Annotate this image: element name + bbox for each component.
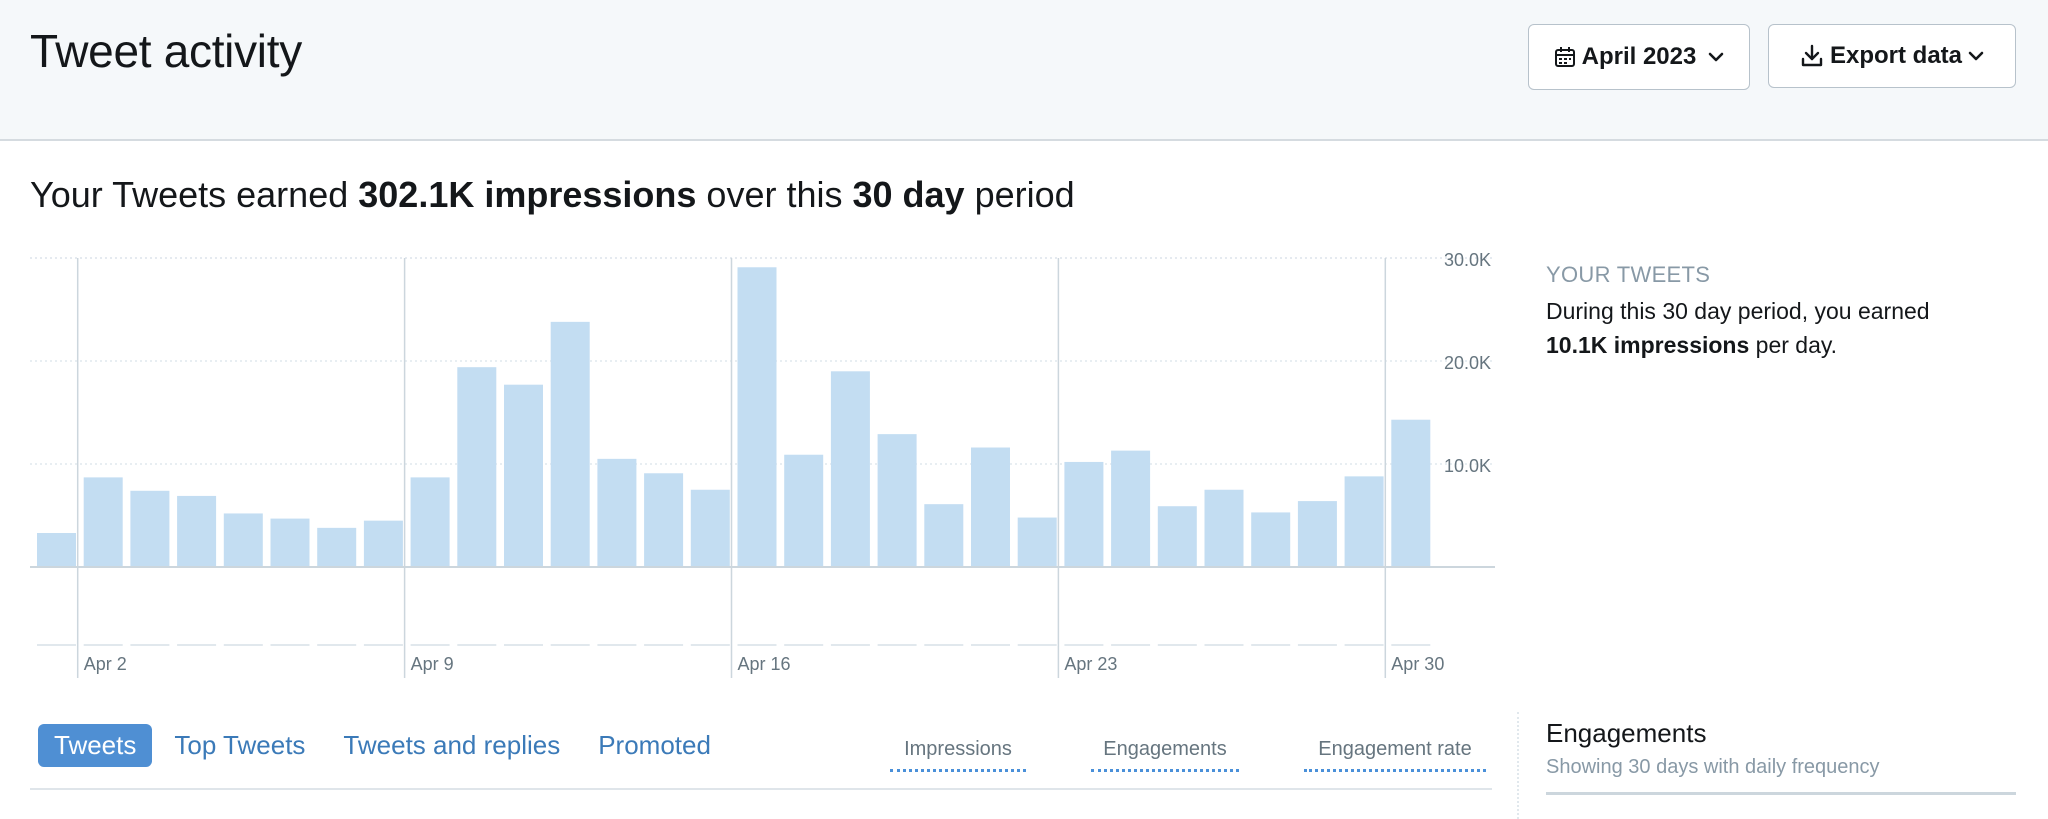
impressions-bar [784,454,824,567]
chevron-down-icon [1968,50,1984,62]
y-tick-label: 20.0K [1444,353,1491,373]
impressions-bar [457,367,497,567]
tweet-tabs: Tweets Top Tweets Tweets and replies Pro… [38,722,749,768]
impressions-bar [830,371,870,567]
metric-engagement-rate[interactable]: Engagement rate [1304,738,1486,772]
impressions-bar [1111,450,1151,567]
impressions-bar [924,504,964,567]
tab-top-tweets[interactable]: Top Tweets [174,729,306,760]
impressions-bar [1204,489,1244,567]
impressions-bar [83,477,123,567]
impressions-bar [37,533,76,567]
impressions-bar [1344,476,1384,567]
metric-engagements[interactable]: Engagements [1091,738,1239,772]
daily-impressions-value: 10.1K impressions [1546,332,1750,358]
export-data-label: Export data [1829,42,1963,69]
impressions-bar [363,520,403,567]
summary-middle: over this [696,174,853,215]
impressions-bar [1297,501,1337,567]
tabs-divider [30,788,1492,790]
tab-promoted[interactable]: Promoted [598,729,711,760]
download-icon [1800,44,1824,68]
daily-impressions-intro: During this 30 day period, you earned [1546,298,1930,324]
impressions-bar [1251,512,1291,567]
impressions-bar [690,489,730,567]
calendar-icon [1554,46,1576,68]
engagements-subtitle: Showing 30 days with daily frequency [1546,756,1880,778]
date-range-button[interactable]: April 2023 [1528,24,1750,90]
your-tweets-label: YOUR TWEETS [1546,262,1711,287]
daily-impressions-suffix: per day. [1749,332,1838,358]
export-data-button[interactable]: Export data [1768,24,2016,88]
impressions-bar [270,518,310,567]
daily-impressions-text: During this 30 day period, you earned 10.… [1546,294,1986,362]
impressions-bar [317,527,357,567]
impressions-bar [971,447,1010,567]
impressions-bar [1017,517,1057,567]
impressions-bar [644,473,684,567]
summary-period: 30 day [852,174,965,215]
tab-tweets-and-replies[interactable]: Tweets and replies [343,729,561,760]
summary-prefix: Your Tweets earned [30,174,359,215]
date-range-label: April 2023 [1581,43,1697,70]
page-header: Tweet activity April 2023 [0,0,2048,141]
summary-impressions: 302.1K impressions [358,174,697,215]
engagements-chart-baseline [1546,792,2016,795]
y-tick-label: 10.0K [1444,456,1491,476]
y-tick-label: 30.0K [1444,250,1491,270]
impressions-bar [410,477,450,567]
metric-impressions[interactable]: Impressions [890,738,1026,772]
x-tick-label: Apr 2 [84,654,127,674]
page-title: Tweet activity [30,25,302,77]
impressions-chart: 10.0K 20.0K 30.0K Apr 2 Apr 9 Apr 16 Apr 23 Apr… [30,250,1495,678]
x-tick-label: Apr 16 [738,654,791,674]
impressions-bar [597,458,637,567]
x-tick-label: Apr 30 [1391,654,1444,674]
impressions-summary: Your Tweets earned 302.1K impressions ov… [30,174,1075,216]
engagements-title: Engagements [1546,718,1707,748]
impressions-bar [504,384,543,567]
impressions-bar [177,495,217,567]
chevron-down-icon [1708,51,1724,63]
impressions-bar [130,490,170,567]
summary-suffix: period [964,174,1075,215]
impressions-bar [877,434,917,567]
x-tick-label: Apr 23 [1064,654,1117,674]
impressions-bar [1391,419,1431,567]
impressions-bar [1064,461,1104,567]
x-tick-label: Apr 9 [411,654,454,674]
impressions-bar [223,513,263,567]
tab-tweets[interactable]: Tweets [38,723,153,767]
section-divider [1517,712,1519,819]
impressions-bar [737,267,777,567]
impressions-bar [1157,506,1197,567]
impressions-bar [550,321,590,567]
